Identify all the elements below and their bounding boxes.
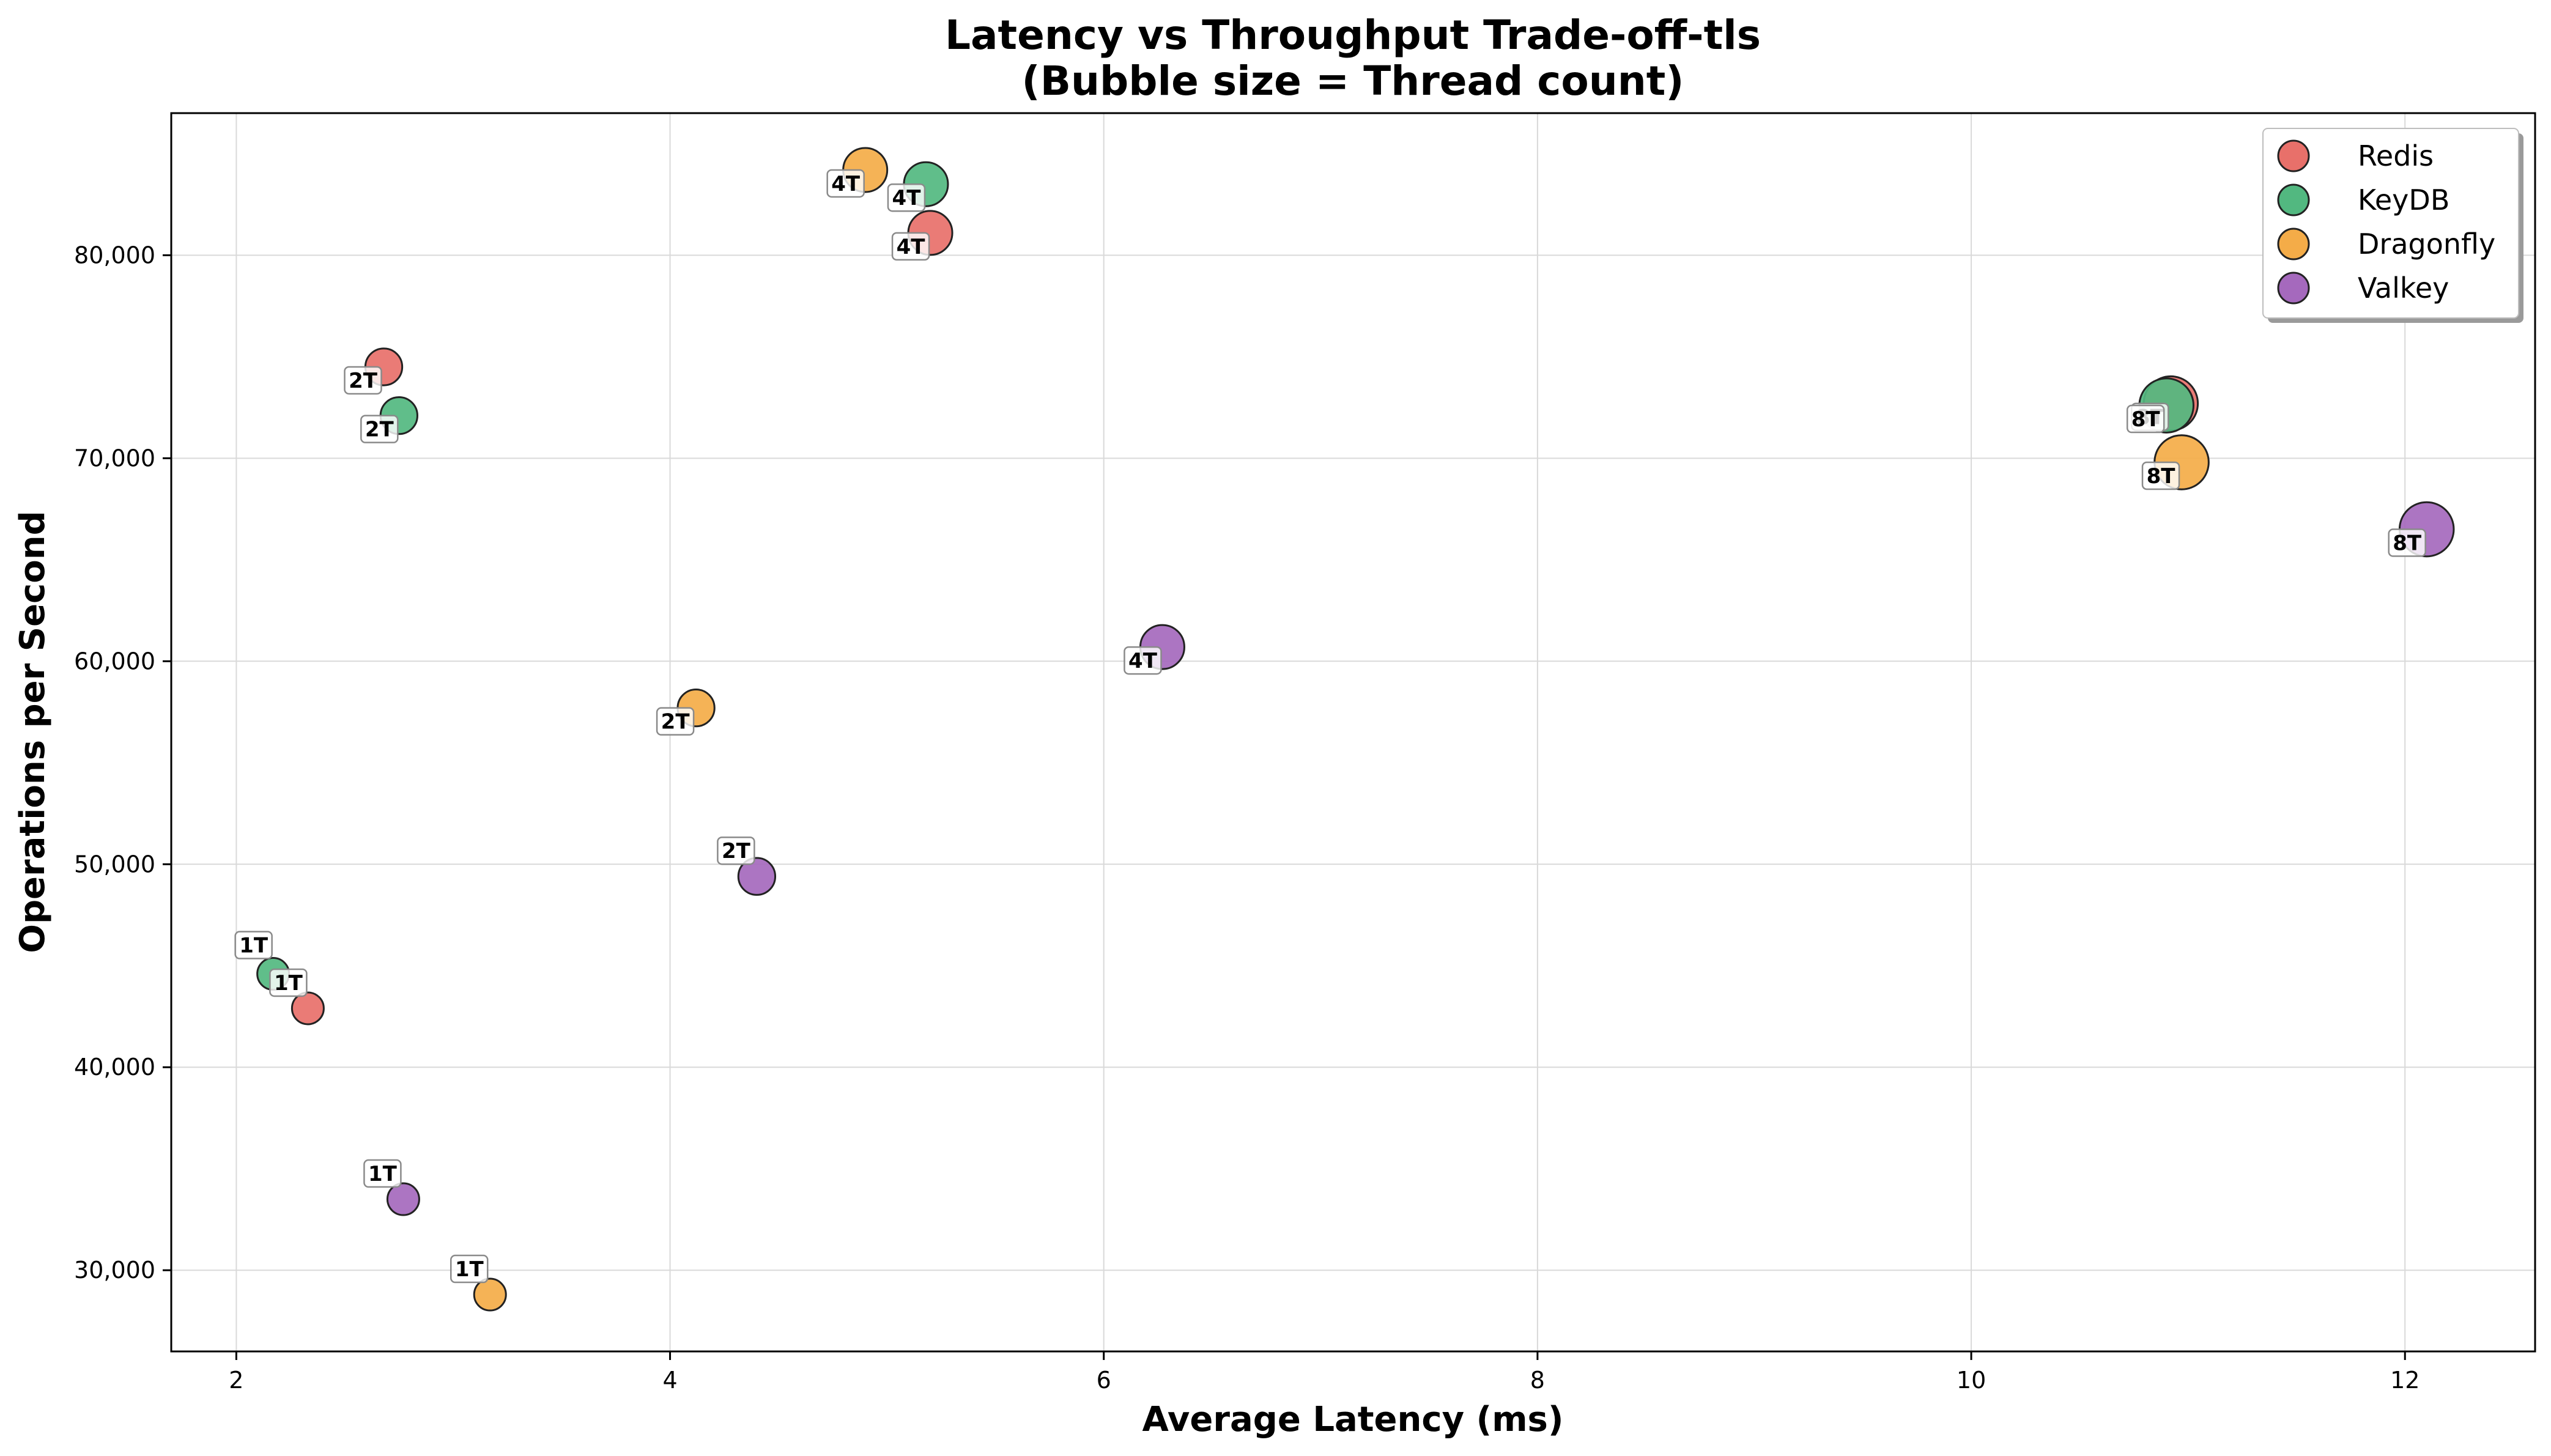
y-tick-label: 80,000 [74, 242, 155, 268]
thread-label-text: 8T [2393, 531, 2422, 556]
bubble-dragonfly-1t[interactable] [473, 1277, 507, 1312]
legend-marker [2277, 272, 2310, 305]
thread-label-text: 1T [274, 971, 303, 996]
thread-label-box [891, 232, 930, 261]
x-tick-label: 4 [662, 1367, 677, 1394]
thread-label-text: 4T [831, 172, 861, 196]
thread-label-text: 1T [368, 1162, 398, 1186]
y-tick-label: 50,000 [74, 851, 155, 878]
x-tick-label: 2 [229, 1367, 243, 1394]
legend-item-valkey[interactable]: Valkey [2277, 272, 2449, 305]
plot-frame [170, 112, 2536, 1353]
bubble-redis-1t[interactable] [291, 991, 325, 1025]
legend-label: Redis [2358, 139, 2434, 172]
thread-label-text: 2T [722, 839, 751, 863]
thread-label-box [1124, 646, 1162, 675]
y-tick-label: 40,000 [74, 1054, 155, 1081]
thread-label-dragonfly-4t: 4T [826, 169, 865, 198]
legend-item-dragonfly[interactable]: Dragonfly [2277, 227, 2495, 261]
x-tick-label: 12 [2390, 1367, 2420, 1394]
thread-label-valkey-8t: 8T [2388, 528, 2426, 557]
thread-label-box [2126, 404, 2165, 434]
thread-label-keydb-1t: 1T [234, 931, 273, 959]
thread-label-keydb-2t: 2T [360, 415, 399, 443]
thread-label-text: 4T [897, 235, 926, 259]
legend-box [2262, 128, 2519, 319]
x-tick-label: 8 [1530, 1367, 1545, 1394]
thread-label-valkey-4t: 4T [1124, 646, 1162, 675]
thread-label-dragonfly-8t: 8T [2141, 461, 2180, 490]
legend-item-keydb[interactable]: KeyDB [2277, 183, 2449, 216]
y-tick-label: 70,000 [74, 445, 155, 471]
thread-label-redis-4t: 4T [891, 232, 930, 261]
thread-label-box [363, 1159, 402, 1188]
thread-label-box [826, 169, 865, 198]
thread-label-box [887, 183, 926, 212]
legend-item-redis[interactable]: Redis [2277, 139, 2434, 172]
thread-label-text: 8T [2131, 407, 2161, 432]
legend-label: KeyDB [2358, 183, 2449, 216]
thread-label-dragonfly-1t: 1T [450, 1254, 489, 1284]
thread-label-box [2141, 461, 2180, 490]
axis-ticks: 2 4 6 8 10 12 30,000 40,000 50,000 60,000 70,000 80… [74, 242, 2420, 1394]
thread-label-text: 2T [365, 418, 394, 442]
thread-label-redis-2t: 2T [344, 366, 382, 395]
thread-labels: 1T2T4T8T1T2T4T8T1T2T4T8T1T2T4T8T [234, 169, 2426, 1284]
thread-label-valkey-2t: 2T [717, 836, 755, 865]
bubble-valkey-2t[interactable] [737, 857, 777, 896]
thread-label-text: 2T [661, 710, 691, 734]
thread-label-valkey-1t: 1T [363, 1159, 402, 1188]
thread-label-text: 1T [455, 1257, 484, 1282]
x-tick-label: 10 [1957, 1367, 1986, 1394]
legend-marker [2277, 139, 2310, 172]
thread-label-dragonfly-2t: 2T [656, 707, 695, 736]
thread-label-box [344, 366, 382, 395]
thread-label-text: 4T [892, 186, 922, 210]
thread-label-box [2388, 528, 2426, 557]
legend-label: Dragonfly [2358, 227, 2495, 261]
thread-label-box [234, 931, 273, 959]
thread-label-box [656, 707, 695, 736]
y-tick-label: 30,000 [74, 1257, 155, 1284]
x-axis-label: Average Latency (ms) [1142, 1400, 1564, 1439]
thread-label-text: 4T [1128, 649, 1158, 673]
bubble-valkey-1t[interactable] [386, 1182, 420, 1216]
legend: Redis KeyDB Dragonfly Valkey [2262, 128, 2523, 323]
chart-subtitle: (Bubble size = Thread count) [1022, 57, 1684, 105]
thread-label-box [717, 836, 755, 865]
legend-marker [2277, 183, 2310, 216]
thread-label-text: 8T [2147, 464, 2176, 489]
thread-label-redis-1t: 1T [269, 968, 308, 997]
legend-marker [2277, 227, 2310, 261]
thread-label-keydb-4t: 4T [887, 183, 926, 212]
chart-title: Latency vs Throughput Trade-off-tls [945, 12, 1761, 59]
y-tick-label: 60,000 [74, 648, 155, 674]
thread-label-text: 2T [349, 369, 378, 393]
thread-label-box [360, 415, 399, 443]
thread-label-keydb-8t: 8T [2126, 404, 2165, 434]
thread-label-box [269, 968, 308, 997]
legend-label: Valkey [2358, 272, 2449, 305]
thread-label-box [450, 1254, 489, 1284]
x-tick-label: 6 [1097, 1367, 1111, 1394]
thread-label-text: 1T [239, 934, 268, 958]
y-axis-label: Operations per Second [13, 511, 53, 953]
